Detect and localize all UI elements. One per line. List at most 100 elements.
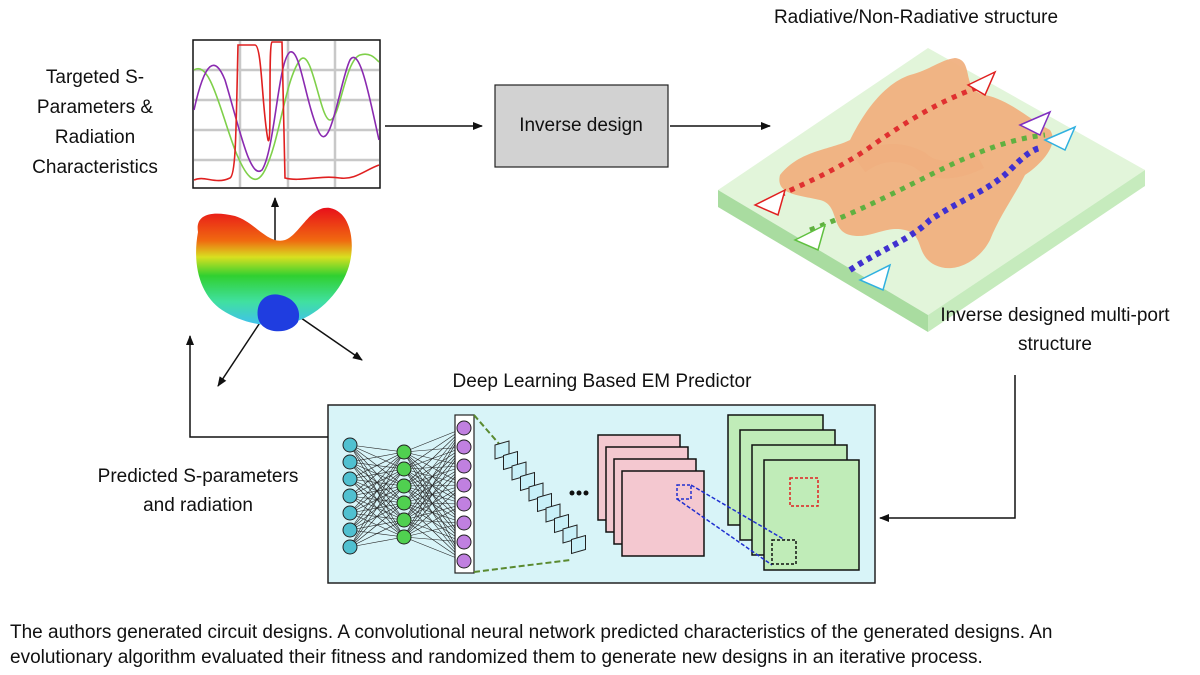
neuron bbox=[342, 539, 358, 555]
neuron bbox=[456, 458, 472, 474]
projection bbox=[473, 414, 501, 446]
arrow bbox=[186, 335, 328, 438]
multi-port-structure bbox=[718, 48, 1145, 332]
connection bbox=[349, 451, 405, 531]
neuron bbox=[342, 471, 358, 487]
connection bbox=[403, 446, 465, 538]
connection bbox=[403, 465, 465, 538]
connection bbox=[403, 502, 465, 543]
neuron bbox=[396, 529, 412, 545]
connection bbox=[403, 468, 465, 543]
connection bbox=[349, 502, 405, 548]
connection bbox=[403, 536, 465, 543]
connection bbox=[403, 503, 465, 521]
connection bbox=[403, 536, 465, 562]
neuron bbox=[342, 488, 358, 504]
inverse-design-label: Inverse design bbox=[519, 115, 643, 136]
connection bbox=[403, 503, 465, 538]
connection bbox=[403, 465, 465, 470]
connection bbox=[349, 451, 405, 480]
connection bbox=[349, 451, 405, 463]
conv-layers bbox=[473, 414, 860, 573]
connection bbox=[403, 484, 465, 521]
label-line: and radiation bbox=[143, 495, 253, 516]
neuron bbox=[456, 515, 472, 531]
neuron bbox=[342, 454, 358, 470]
label-line: Radiation bbox=[55, 127, 135, 148]
connection bbox=[403, 468, 465, 524]
connection bbox=[403, 451, 465, 524]
kernel bbox=[676, 484, 692, 500]
connection bbox=[403, 485, 465, 562]
connection bbox=[403, 427, 465, 453]
label-line: Parameters & bbox=[37, 97, 153, 118]
connection bbox=[349, 451, 405, 497]
neuron bbox=[396, 512, 412, 528]
connection bbox=[349, 451, 405, 548]
predictor-title: Deep Learning Based EM Predictor bbox=[453, 371, 753, 392]
connection bbox=[403, 485, 465, 505]
projection bbox=[473, 559, 571, 573]
connection bbox=[403, 485, 465, 543]
layer-frame bbox=[454, 414, 475, 574]
label-line: Inverse designed multi-port bbox=[940, 305, 1170, 326]
caption-line: evolutionary algorithm evaluated their f… bbox=[10, 647, 983, 668]
neuron bbox=[396, 478, 412, 494]
kernel-link bbox=[676, 498, 773, 566]
connection bbox=[349, 519, 405, 548]
connection bbox=[403, 484, 465, 538]
feature-map bbox=[763, 459, 860, 571]
neuron bbox=[342, 437, 358, 453]
targeted-label: Targeted S- Parameters & Radiation Chara… bbox=[32, 67, 158, 178]
connection bbox=[403, 502, 465, 562]
connection bbox=[403, 427, 465, 470]
neuron bbox=[342, 522, 358, 538]
kernel bbox=[771, 539, 797, 565]
connection bbox=[349, 451, 405, 514]
connection bbox=[403, 446, 465, 487]
connection bbox=[403, 427, 465, 521]
connection bbox=[403, 522, 465, 538]
feature-map bbox=[621, 470, 705, 557]
neuron bbox=[456, 420, 472, 436]
connection bbox=[403, 519, 465, 524]
dot bbox=[576, 490, 582, 496]
connection bbox=[403, 446, 465, 504]
connection bbox=[403, 451, 465, 505]
neuron bbox=[396, 461, 412, 477]
connection bbox=[403, 502, 465, 505]
connection bbox=[349, 536, 405, 548]
connection bbox=[403, 484, 465, 487]
radiation-pattern bbox=[196, 197, 363, 387]
connection bbox=[403, 485, 465, 524]
connection bbox=[403, 427, 465, 504]
multi-port-label: Inverse designed multi-port structure bbox=[940, 305, 1170, 355]
dot bbox=[583, 490, 589, 496]
dot bbox=[569, 490, 575, 496]
label-line: Targeted S- bbox=[46, 67, 144, 88]
predicted-label: Predicted S-parameters and radiation bbox=[98, 466, 299, 516]
connection bbox=[403, 465, 465, 504]
connection bbox=[403, 484, 465, 504]
connection bbox=[403, 519, 465, 562]
connection bbox=[403, 427, 465, 538]
connection bbox=[403, 451, 465, 467]
connection bbox=[403, 465, 465, 521]
neuron bbox=[396, 495, 412, 511]
connection bbox=[403, 446, 465, 453]
arrow bbox=[879, 375, 1016, 522]
kernel bbox=[789, 477, 819, 507]
connection bbox=[403, 519, 465, 543]
feature-cell bbox=[571, 534, 586, 555]
connection bbox=[349, 444, 405, 453]
connection bbox=[403, 468, 465, 505]
connection bbox=[349, 468, 405, 548]
connection bbox=[403, 468, 465, 486]
kernel-link bbox=[690, 484, 786, 541]
neural-network bbox=[342, 414, 475, 574]
inverse-design-box bbox=[494, 84, 669, 168]
connection bbox=[403, 451, 465, 486]
connection bbox=[403, 451, 465, 562]
label-line: Predicted S-parameters bbox=[98, 466, 299, 487]
